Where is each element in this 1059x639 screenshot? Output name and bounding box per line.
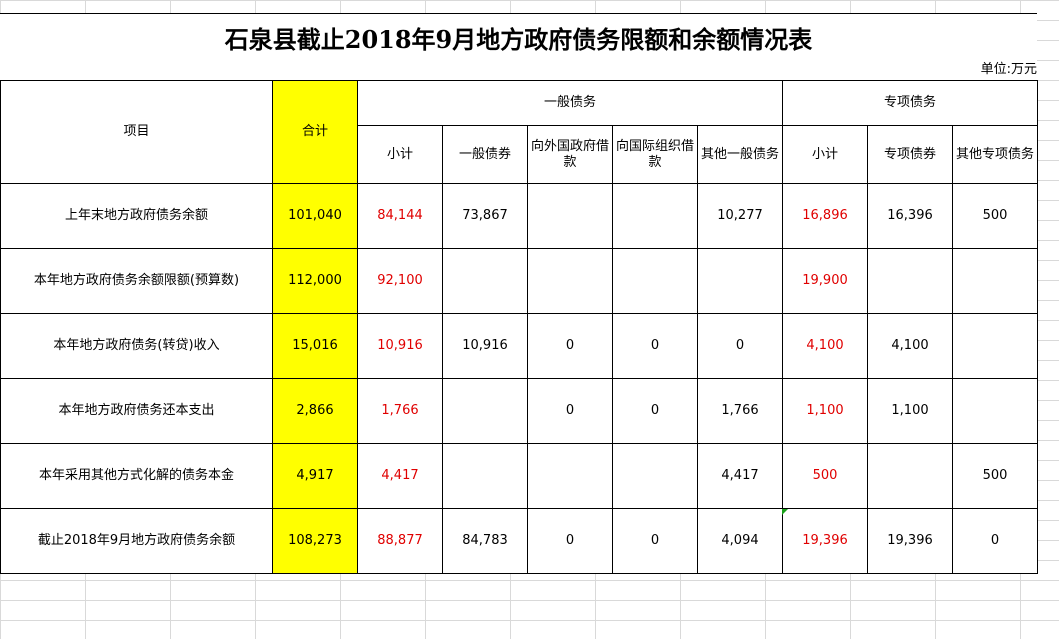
cell-general-bonds[interactable] <box>442 248 528 314</box>
table-row: 本年地方政府债务还本支出 2,866 1,766 0 0 1,766 1,100… <box>0 378 1038 444</box>
row-label[interactable]: 本年地方政府债务(转贷)收入 <box>0 313 273 379</box>
cell-special-subtotal[interactable]: 19,396 <box>782 508 868 574</box>
header-total[interactable]: 合计 <box>272 80 358 184</box>
cell-foreign-gov-loans[interactable]: 0 <box>527 508 613 574</box>
cell-special-bonds[interactable]: 4,100 <box>867 313 953 379</box>
cell-general-subtotal[interactable]: 88,877 <box>357 508 443 574</box>
cell-foreign-gov-loans[interactable] <box>527 443 613 509</box>
cell-general-bonds[interactable]: 84,783 <box>442 508 528 574</box>
cell-general-subtotal[interactable]: 4,417 <box>357 443 443 509</box>
header-intl-org-loans[interactable]: 向国际组织借款 <box>612 125 698 184</box>
debt-table: 项目 合计 一般债务 专项债务 小计 一般债券 向外国政府借款 向国际组织借款 … <box>0 80 1038 574</box>
cell-general-bonds[interactable] <box>442 378 528 444</box>
header-foreign-gov-loans[interactable]: 向外国政府借款 <box>527 125 613 184</box>
cell-general-subtotal[interactable]: 92,100 <box>357 248 443 314</box>
row-label[interactable]: 截止2018年9月地方政府债务余额 <box>0 508 273 574</box>
cell-other-special[interactable] <box>952 248 1038 314</box>
cell-general-bonds[interactable] <box>442 443 528 509</box>
cell-other-general[interactable] <box>697 248 783 314</box>
cell-general-subtotal[interactable]: 84,144 <box>357 183 443 249</box>
cell-special-subtotal[interactable]: 4,100 <box>782 313 868 379</box>
header-general-group[interactable]: 一般债务 <box>357 80 783 126</box>
cell-other-special[interactable]: 500 <box>952 443 1038 509</box>
cell-other-special[interactable]: 500 <box>952 183 1038 249</box>
cell-comment-marker <box>782 509 788 515</box>
cell-intl-org-loans[interactable]: 0 <box>612 378 698 444</box>
cell-general-bonds[interactable]: 73,867 <box>442 183 528 249</box>
cell-total[interactable]: 2,866 <box>272 378 358 444</box>
cell-intl-org-loans[interactable] <box>612 248 698 314</box>
table-row: 上年末地方政府债务余额 101,040 84,144 73,867 10,277… <box>0 183 1038 249</box>
cell-foreign-gov-loans[interactable]: 0 <box>527 378 613 444</box>
cell-foreign-gov-loans[interactable] <box>527 248 613 314</box>
cell-total[interactable]: 108,273 <box>272 508 358 574</box>
header-other-special[interactable]: 其他专项债务 <box>952 125 1038 184</box>
cell-other-special[interactable]: 0 <box>952 508 1038 574</box>
header-special-group[interactable]: 专项债务 <box>782 80 1038 126</box>
cell-intl-org-loans[interactable] <box>612 183 698 249</box>
cell-special-bonds[interactable] <box>867 443 953 509</box>
cell-other-general[interactable]: 4,417 <box>697 443 783 509</box>
header-general-subtotal[interactable]: 小计 <box>357 125 443 184</box>
cell-special-subtotal[interactable]: 500 <box>782 443 868 509</box>
header-special-bonds[interactable]: 专项债券 <box>867 125 953 184</box>
cell-special-bonds[interactable] <box>867 248 953 314</box>
cell-other-general[interactable]: 10,277 <box>697 183 783 249</box>
row-label[interactable]: 本年采用其他方式化解的债务本金 <box>0 443 273 509</box>
row-label[interactable]: 本年地方政府债务余额限额(预算数) <box>0 248 273 314</box>
table-title: 石泉县截止2018年9月地方政府债务限额和余额情况表 <box>0 13 1037 61</box>
cell-general-subtotal[interactable]: 1,766 <box>357 378 443 444</box>
cell-general-bonds[interactable]: 10,916 <box>442 313 528 379</box>
cell-other-special[interactable] <box>952 378 1038 444</box>
row-label[interactable]: 上年末地方政府债务余额 <box>0 183 273 249</box>
header-special-subtotal[interactable]: 小计 <box>782 125 868 184</box>
cell-special-subtotal[interactable]: 19,900 <box>782 248 868 314</box>
table-row: 截止2018年9月地方政府债务余额 108,273 88,877 84,783 … <box>0 508 1038 574</box>
cell-foreign-gov-loans[interactable] <box>527 183 613 249</box>
cell-special-bonds[interactable]: 16,396 <box>867 183 953 249</box>
cell-special-subtotal[interactable]: 16,896 <box>782 183 868 249</box>
header-other-general[interactable]: 其他一般债务 <box>697 125 783 184</box>
cell-other-general[interactable]: 1,766 <box>697 378 783 444</box>
cell-other-special[interactable] <box>952 313 1038 379</box>
unit-label: 单位:万元 <box>0 60 1037 80</box>
cell-total[interactable]: 101,040 <box>272 183 358 249</box>
cell-total[interactable]: 112,000 <box>272 248 358 314</box>
cell-intl-org-loans[interactable]: 0 <box>612 508 698 574</box>
cell-special-bonds[interactable]: 19,396 <box>867 508 953 574</box>
table-row: 本年地方政府债务(转贷)收入 15,016 10,916 10,916 0 0 … <box>0 313 1038 379</box>
cell-other-general[interactable]: 0 <box>697 313 783 379</box>
cell-total[interactable]: 15,016 <box>272 313 358 379</box>
header-general-bonds[interactable]: 一般债券 <box>442 125 528 184</box>
cell-special-bonds[interactable]: 1,100 <box>867 378 953 444</box>
cell-general-subtotal[interactable]: 10,916 <box>357 313 443 379</box>
row-label[interactable]: 本年地方政府债务还本支出 <box>0 378 273 444</box>
table-row: 本年地方政府债务余额限额(预算数) 112,000 92,100 19,900 <box>0 248 1038 314</box>
cell-other-general[interactable]: 4,094 <box>697 508 783 574</box>
table-row: 本年采用其他方式化解的债务本金 4,917 4,417 4,417 500 50… <box>0 443 1038 509</box>
header-item[interactable]: 项目 <box>0 80 273 184</box>
cell-total[interactable]: 4,917 <box>272 443 358 509</box>
cell-intl-org-loans[interactable]: 0 <box>612 313 698 379</box>
cell-special-subtotal[interactable]: 1,100 <box>782 378 868 444</box>
cell-foreign-gov-loans[interactable]: 0 <box>527 313 613 379</box>
cell-intl-org-loans[interactable] <box>612 443 698 509</box>
